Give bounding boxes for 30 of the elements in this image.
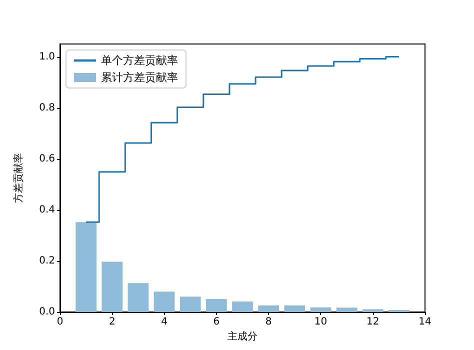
y-tick-label: 0.6 bbox=[39, 153, 55, 164]
y-tick-label: 0.8 bbox=[39, 102, 55, 114]
bar bbox=[180, 296, 201, 312]
bar bbox=[362, 309, 384, 312]
bar bbox=[310, 307, 332, 312]
legend-label: 单个方差贡献率 bbox=[101, 54, 178, 67]
x-tick-label: 0 bbox=[56, 316, 64, 328]
bar bbox=[154, 292, 175, 312]
x-tick-label: 2 bbox=[108, 316, 116, 328]
legend-label: 累计方差贡献率 bbox=[101, 71, 178, 84]
bar bbox=[258, 305, 279, 312]
bar bbox=[284, 305, 306, 312]
x-tick-label: 4 bbox=[161, 316, 168, 328]
x-tick-label: 12 bbox=[366, 316, 380, 328]
x-tick-label: 10 bbox=[314, 316, 328, 328]
bar bbox=[102, 262, 123, 312]
x-tick-label: 6 bbox=[213, 316, 220, 328]
bar bbox=[128, 283, 149, 312]
bar bbox=[76, 222, 96, 312]
bar bbox=[206, 298, 227, 312]
x-axis-title: 主成分 bbox=[228, 330, 258, 342]
bar bbox=[336, 308, 358, 312]
x-tick-label: 14 bbox=[418, 316, 432, 328]
x-tick-label: 8 bbox=[265, 316, 272, 328]
y-tick-label: 0.4 bbox=[39, 204, 55, 216]
y-axis-title: 方差贡献率 bbox=[12, 153, 24, 203]
y-tick-label: 0.0 bbox=[39, 306, 55, 318]
y-tick-label: 0.2 bbox=[39, 255, 55, 266]
y-tick-label: 1.0 bbox=[39, 51, 55, 62]
bar bbox=[232, 302, 253, 312]
